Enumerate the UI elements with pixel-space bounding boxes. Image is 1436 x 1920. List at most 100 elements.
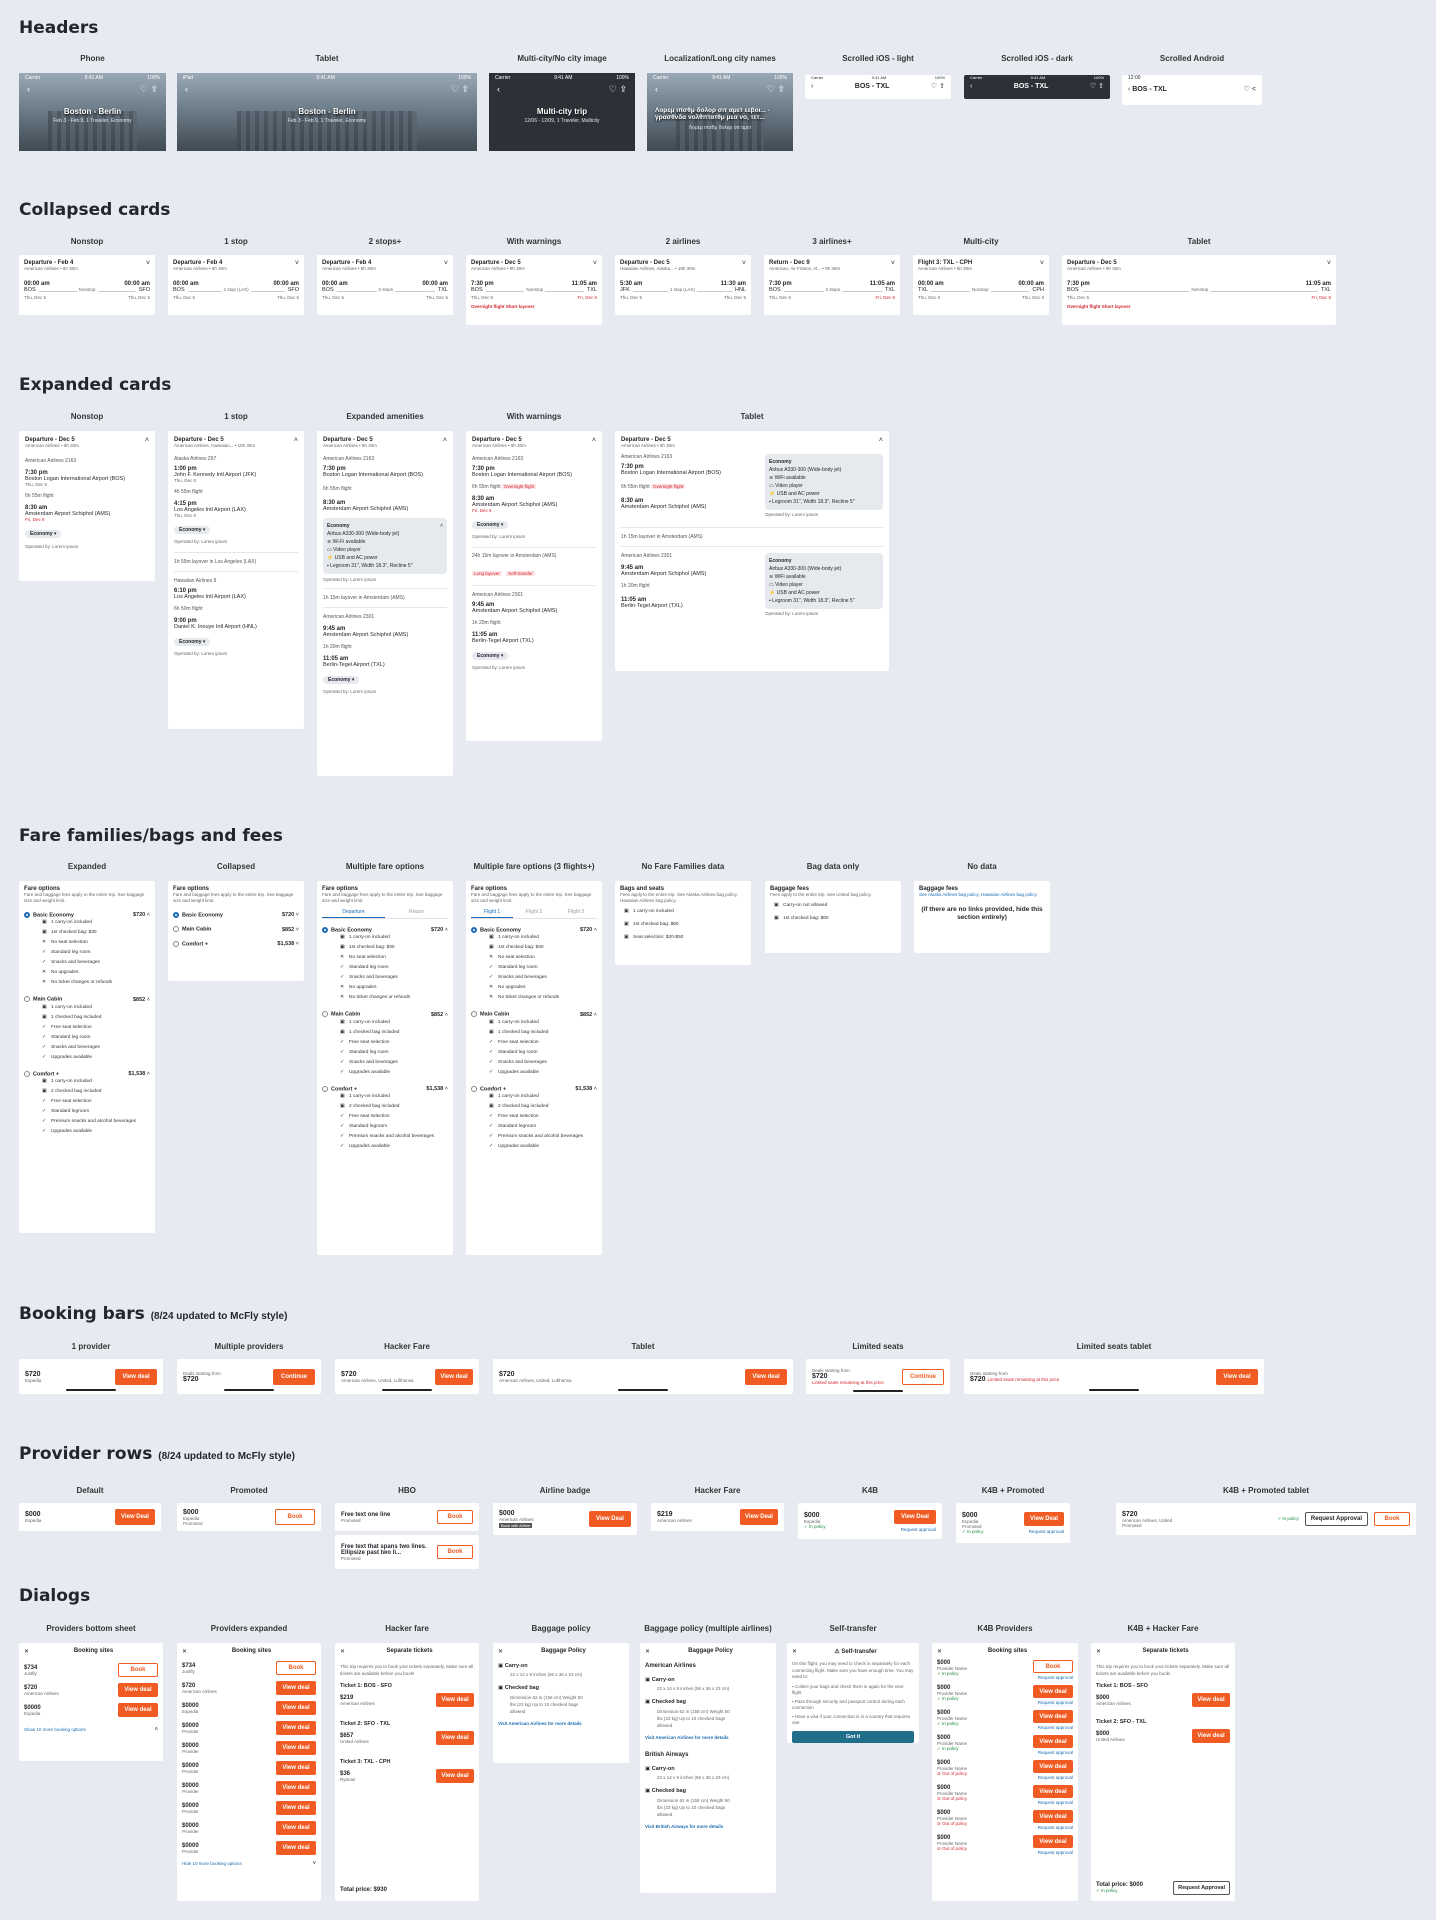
provider-row[interactable]: $0000 Provider View deal [182, 1761, 316, 1775]
chevron-down-icon[interactable]: ˅ [295, 926, 299, 933]
provider-row[interactable]: $0000 Expedia View deal [182, 1701, 316, 1715]
view-deal-button[interactable]: View Deal [589, 1511, 631, 1527]
view-button[interactable]: View deal [276, 1721, 316, 1735]
view-deal-button[interactable]: View deal [1033, 1835, 1073, 1848]
share-icon[interactable]: ⇪ [150, 84, 158, 94]
view-deal-button[interactable]: View deal [436, 1693, 474, 1707]
self-transfer-warning[interactable]: Self-transfer [506, 571, 535, 576]
back-icon[interactable]: ‹ [811, 82, 814, 90]
request-approval-button[interactable]: Request Approval [1304, 1512, 1368, 1526]
request-approval-link[interactable]: Request approval [1037, 1675, 1073, 1680]
k4b-provider-row[interactable]: $000 Provider Name ✓ In policy Book Request … [937, 1660, 1073, 1680]
economy-chip[interactable]: Economy ▾ [174, 638, 211, 646]
k4b-provider-row[interactable]: $000 Provider Name ✓ In policy View deal Req… [937, 1735, 1073, 1755]
visit-airline-link[interactable]: Visit American Airlines for more details [498, 1721, 582, 1726]
expanded-card-nonstop[interactable]: Departure - Dec 5 American Airlines • 9h … [19, 431, 155, 581]
expanded-card-warnings[interactable]: Departure - Dec 5 American Airlines • 9h … [466, 431, 602, 741]
fare-option-comfort[interactable]: Comfort + $1,538 ˄ [24, 1070, 150, 1077]
request-approval-link[interactable]: Request approval [1037, 1700, 1073, 1705]
collapsed-card[interactable]: Departure - Feb 4 American Airlines • 6h … [19, 255, 155, 315]
chevron-down-icon[interactable]: ˅ [295, 912, 299, 919]
request-approval-link[interactable]: Request approval [1037, 1850, 1073, 1855]
close-icon[interactable]: ✕ [340, 1649, 346, 1655]
k4b-provider-row[interactable]: $000 Provider Name ✓ In policy View deal Req… [937, 1685, 1073, 1705]
heart-icon[interactable]: ♡ [1089, 83, 1097, 90]
k4b-provider-row[interactable]: $000 Provider Name ✓ In policy View deal Req… [937, 1710, 1073, 1730]
radio-button[interactable] [24, 996, 30, 1003]
visit-airline-link[interactable]: Visit British Airways for more details [645, 1824, 724, 1829]
view-deal-button[interactable]: View deal [436, 1769, 474, 1783]
chevron-down-icon[interactable]: ˅ [1326, 260, 1331, 267]
view-deal-button[interactable]: View deal [118, 1683, 158, 1697]
provider-row-hbo[interactable]: Free text one line Promoted Book [335, 1503, 479, 1531]
fare-option-basic[interactable]: Basic Economy $720 ˅ [173, 912, 299, 918]
radio-button[interactable] [24, 912, 30, 918]
close-icon[interactable]: ✕ [937, 1649, 943, 1655]
collapsed-card[interactable]: Departure - Dec 5 American Airlines • 9h … [466, 255, 602, 325]
provider-row-default[interactable]: $000 Expedia View Deal [19, 1503, 161, 1531]
chevron-up-icon[interactable]: ˄ [593, 1086, 597, 1093]
view-deal-button[interactable]: View Deal [115, 1509, 155, 1525]
view-deal-button[interactable]: View deal [1033, 1735, 1073, 1748]
request-approval-link[interactable]: Request approval [1037, 1775, 1073, 1780]
provider-row[interactable]: $0000 Provider View deal [182, 1721, 316, 1735]
collapsed-card[interactable]: Flight 3: TXL - CPH American Airlines • 6… [913, 255, 1049, 315]
radio-button[interactable] [173, 926, 179, 933]
view-button[interactable]: View deal [276, 1741, 316, 1755]
show-more-link[interactable]: Show 10 more booking options [24, 1727, 86, 1732]
fare-option-comfort[interactable]: Comfort + $1,538 ˄ [322, 1085, 448, 1093]
collapsed-card[interactable]: Return - Dec 9 American, Air France, Al..… [764, 255, 900, 315]
provider-row[interactable]: $0000 Provider View deal [182, 1841, 316, 1855]
continue-button[interactable]: Continue [273, 1368, 315, 1385]
chevron-down-icon[interactable]: ˅ [295, 941, 299, 948]
provider-row[interactable]: $0000 Provider View deal [182, 1801, 316, 1815]
fare-option-basic[interactable]: Basic Economy $720 ˄ [471, 927, 597, 933]
fare-option-main[interactable]: Main Cabin $852 ˄ [322, 1011, 448, 1018]
book-button[interactable]: Book [276, 1661, 316, 1675]
k4b-provider-row[interactable]: $000 Provider Name ⊘ Out of policy View dea… [937, 1760, 1073, 1780]
chevron-down-icon[interactable]: ˅ [741, 260, 746, 267]
tab-flight-2[interactable]: Flight 2 [525, 909, 543, 915]
back-icon[interactable]: ‹ [497, 84, 500, 94]
view-deal-button[interactable]: View deal [115, 1368, 157, 1385]
request-approval-button[interactable]: Request Approval [1173, 1881, 1230, 1895]
provider-row-hacker[interactable]: $219 American Airlines View Deal [651, 1503, 784, 1531]
fare-option-basic[interactable]: Basic Economy $720 ˄ [24, 912, 150, 918]
request-approval-link[interactable]: Request approval [1037, 1825, 1073, 1830]
chevron-down-icon[interactable]: ˅ [443, 260, 448, 267]
economy-chip[interactable]: Economy ▾ [472, 521, 509, 529]
view-deal-button[interactable]: View deal [1216, 1368, 1258, 1385]
radio-button[interactable] [322, 1085, 328, 1092]
request-approval-link[interactable]: Request approval [1028, 1529, 1064, 1534]
share-icon[interactable]: ⇪ [777, 84, 785, 94]
radio-button[interactable] [173, 940, 179, 947]
provider-row[interactable]: $0000 Provider View deal [182, 1781, 316, 1795]
heart-icon[interactable]: ♡ [608, 84, 617, 94]
book-button[interactable]: Book [118, 1663, 158, 1677]
chevron-up-icon[interactable]: ˄ [154, 1727, 158, 1733]
book-button[interactable]: Book [275, 1509, 315, 1525]
view-deal-button[interactable]: View deal [1192, 1729, 1230, 1743]
radio-button[interactable] [322, 1011, 328, 1018]
chevron-up-icon[interactable]: ˄ [444, 1011, 448, 1018]
expanded-card-amenities[interactable]: Departure - Dec 5 American Airlines • 9h … [317, 431, 453, 776]
chevron-up-icon[interactable]: ˄ [444, 1086, 448, 1093]
chevron-up-icon[interactable]: ˄ [440, 523, 443, 529]
economy-chip[interactable]: Economy ▾ [323, 676, 360, 684]
provider-row[interactable]: $0000 Provider View deal [182, 1741, 316, 1755]
visit-airline-link[interactable]: Visit American Airlines for more details [645, 1735, 729, 1740]
share-icon[interactable]: ⇪ [1098, 83, 1104, 90]
view-deal-button[interactable]: View deal [745, 1368, 787, 1385]
view-deal-button[interactable]: View deal [1033, 1685, 1073, 1698]
got-it-button[interactable]: Got it [792, 1730, 914, 1743]
fare-tabs[interactable]: Departure Return [322, 907, 448, 919]
close-icon[interactable]: ✕ [24, 1649, 30, 1655]
tab-flight-1[interactable]: Flight 1 [471, 907, 513, 918]
share-icon[interactable]: < [1251, 86, 1256, 93]
chevron-up-icon[interactable]: ˄ [442, 437, 447, 444]
chevron-up-icon[interactable]: ˄ [146, 912, 150, 919]
chevron-down-icon[interactable]: ˅ [1039, 260, 1044, 267]
book-button[interactable]: Book [1033, 1660, 1073, 1673]
provider-row-k4b-promoted[interactable]: $000 Expedia Promoted ✓ In policy View Deal… [956, 1503, 1070, 1543]
tab-flight-3[interactable]: Flight 3 [567, 909, 585, 915]
